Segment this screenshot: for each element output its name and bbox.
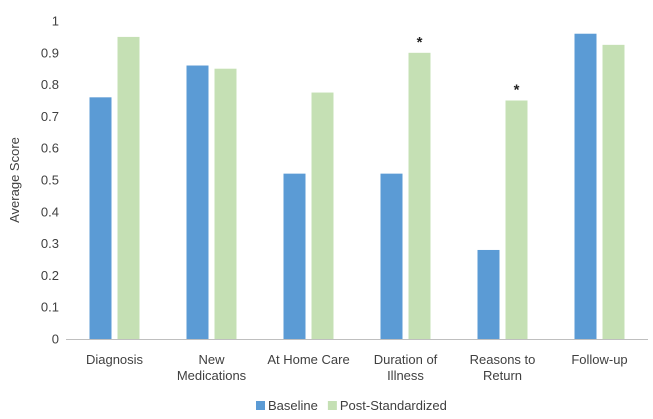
bar-post-standardized-2	[311, 92, 334, 339]
y-tick-label: 1	[52, 14, 59, 29]
y-tick-label: 0.7	[41, 109, 59, 124]
bar-baseline-1	[186, 65, 209, 340]
x-tick-label: New	[198, 352, 225, 367]
legend-label: Baseline	[268, 398, 318, 413]
x-tick-label: At Home Care	[267, 352, 349, 367]
bar-baseline-3	[380, 173, 403, 339]
x-tick-label: Return	[483, 368, 522, 383]
x-tick-label: Illness	[387, 368, 424, 383]
x-tick-label: Reasons to	[470, 352, 536, 367]
bar-post-standardized-4	[505, 100, 528, 339]
y-axis-title: Average Score	[7, 137, 22, 223]
y-tick-label: 0.1	[41, 300, 59, 315]
legend-swatch	[327, 401, 337, 410]
y-tick-label: 0.3	[41, 236, 59, 251]
x-tick-label: Duration of	[374, 352, 438, 367]
x-tick-label: Diagnosis	[86, 352, 144, 367]
y-tick-label: 0.6	[41, 141, 59, 156]
bar-post-standardized-0	[117, 36, 140, 340]
bar-post-standardized-3	[408, 52, 431, 340]
y-tick-label: 0	[52, 332, 59, 347]
y-axis-ticks: 0 0.1 0.2 0.3 0.4 0.5 0.6 0.7 0.8 0.9 1	[41, 14, 59, 347]
y-tick-label: 0.9	[41, 45, 59, 60]
legend-label: Post-Standardized	[340, 398, 447, 413]
x-tick-label: Follow-up	[571, 352, 627, 367]
annotations: **	[417, 34, 520, 99]
bar-baseline-2	[283, 173, 306, 339]
bar-post-standardized-1	[214, 68, 237, 339]
bars	[89, 33, 625, 340]
y-tick-label: 0.5	[41, 173, 59, 188]
bar-post-standardized-5	[602, 44, 625, 339]
y-tick-label: 0.2	[41, 268, 59, 283]
y-tick-label: 0.4	[41, 204, 59, 219]
x-tick-label: Medications	[177, 368, 247, 383]
bar-baseline-0	[89, 97, 112, 339]
significance-marker: *	[514, 82, 520, 99]
bar-baseline-4	[477, 249, 500, 339]
legend-swatch	[256, 401, 265, 410]
y-tick-label: 0.8	[41, 77, 59, 92]
legend: Baseline Post-Standardized	[256, 398, 447, 413]
bar-baseline-5	[574, 33, 597, 339]
significance-marker: *	[417, 34, 423, 51]
